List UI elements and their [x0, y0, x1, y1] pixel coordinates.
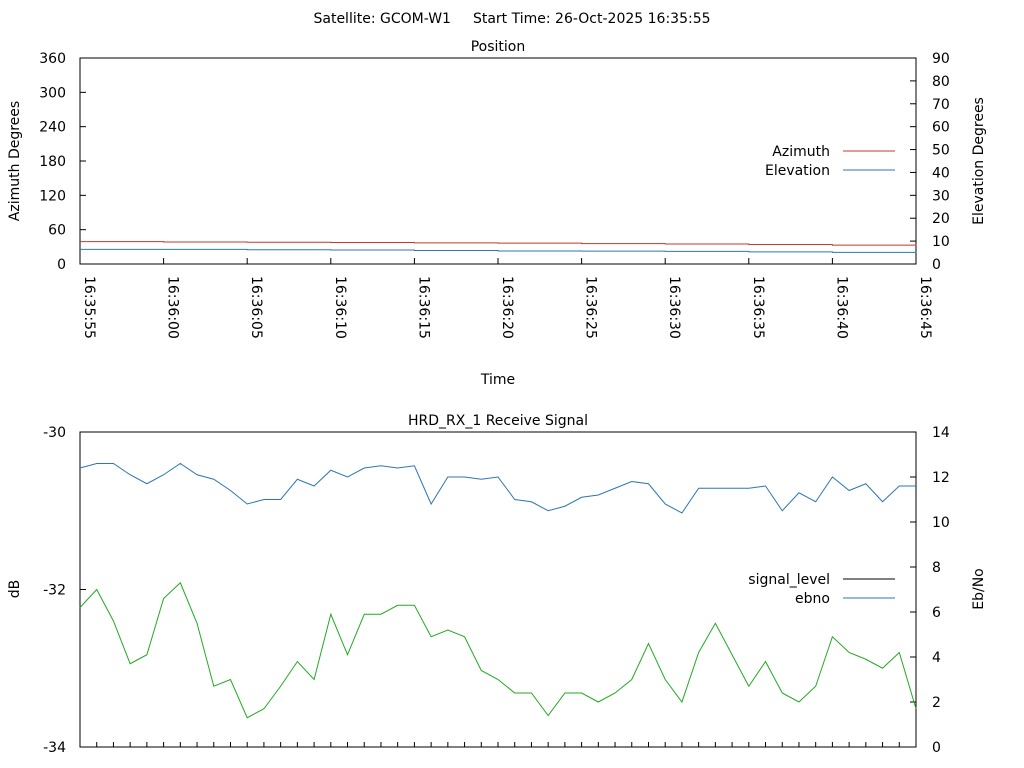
y-tick-label: -30	[43, 425, 66, 441]
legend-label-ebno: ebno	[795, 591, 830, 607]
y-tick-label: 60	[48, 223, 66, 239]
y2-tick-label: 0	[932, 257, 941, 273]
x-tick-label: 16:36:10	[332, 276, 348, 339]
y2-tick-label: 60	[932, 120, 950, 136]
y-tick-label: 300	[39, 85, 66, 101]
y2-tick-label: 30	[932, 188, 950, 204]
chart-title: HRD_RX_1 Receive Signal	[408, 413, 588, 429]
x-tick-label: 16:35:55	[81, 276, 97, 339]
y-axis-label: dB	[7, 580, 23, 599]
y2-tick-label: 4	[932, 650, 941, 666]
y-tick-label: -32	[43, 583, 66, 599]
y-tick-label: 240	[39, 120, 66, 136]
x-tick-label: 16:36:35	[750, 276, 766, 339]
series-line-azimuth	[80, 241, 917, 246]
legend-label-signal-level: signal_level	[748, 572, 830, 588]
y-tick-label: 0	[57, 257, 66, 273]
series-line-ebno-green	[79, 581, 917, 719]
start-time-label: Start Time: 26-Oct-2025 16:35:55	[473, 11, 711, 27]
y2-tick-label: 90	[932, 51, 950, 67]
y2-tick-label: 14	[932, 425, 950, 441]
plot-frame	[79, 431, 917, 748]
y2-tick-label: 10	[932, 515, 950, 531]
x-tick-label: 16:36:45	[917, 276, 933, 339]
y2-tick-label: 20	[932, 211, 950, 227]
y-tick-label: 120	[39, 188, 66, 204]
y2-tick-label: 80	[932, 74, 950, 90]
x-tick-label: 16:36:00	[165, 276, 181, 339]
series-line-ebno	[79, 462, 916, 514]
y2-tick-label: 50	[932, 143, 950, 159]
x-tick-label: 16:36:05	[248, 276, 264, 339]
y2-axis-label: Elevation Degrees	[971, 97, 987, 225]
series-line-elevation	[80, 248, 917, 253]
y2-tick-label: 70	[932, 97, 950, 113]
header-title: Satellite: GCOM-W1 Start Time: 26-Oct-202…	[313, 11, 710, 27]
y2-tick-label: 10	[932, 234, 950, 250]
y-tick-label: 360	[39, 51, 66, 67]
x-tick-label: 16:36:25	[583, 276, 599, 339]
satellite-label: Satellite: GCOM-W1	[313, 11, 450, 27]
x-tick-label: 16:36:20	[499, 276, 515, 339]
y2-tick-label: 2	[932, 695, 941, 711]
y2-tick-label: 12	[932, 470, 950, 486]
position-chart: Position 0 60 120 180 240 300 360 0 10 20 30 40 50 60 7…	[7, 39, 987, 388]
legend-label-elevation: Elevation	[765, 163, 830, 179]
y-axis-label: Azimuth Degrees	[7, 101, 23, 221]
receive-signal-chart: HRD_RX_1 Receive Signal -34 -32 -30 0 2 4 6 8 10 1…	[7, 413, 987, 756]
x-axis-label: Time	[480, 372, 515, 388]
y-tick-label: 180	[39, 154, 66, 170]
y2-tick-label: 40	[932, 165, 950, 181]
y2-tick-label: 8	[932, 560, 941, 576]
x-tick-label: 16:36:15	[415, 276, 431, 339]
y2-tick-label: 6	[932, 605, 941, 621]
y2-axis-label: Eb/No	[971, 568, 987, 610]
y2-tick-label: 0	[932, 740, 941, 756]
legend-label-azimuth: Azimuth	[772, 144, 830, 160]
y-tick-label: -34	[43, 740, 66, 756]
plot-frame	[79, 57, 917, 265]
x-tick-label: 16:36:40	[833, 276, 849, 339]
x-tick-label: 16:36:30	[666, 276, 682, 339]
chart-title: Position	[471, 39, 526, 55]
